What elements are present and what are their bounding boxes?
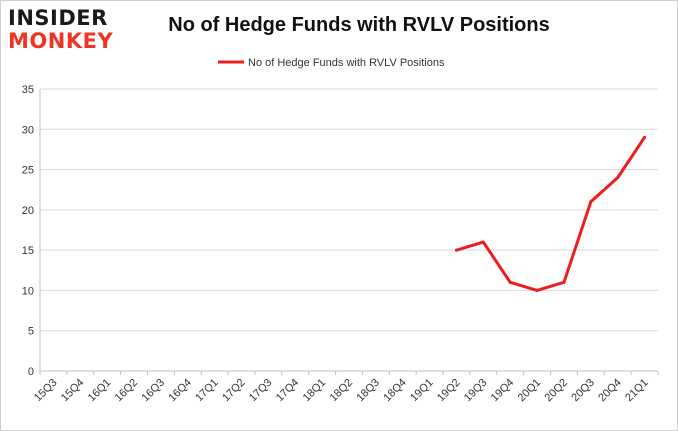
x-tick-label: 16Q2 (113, 377, 141, 405)
x-tick-label: 19Q4 (489, 377, 517, 405)
x-tick-label: 15Q4 (59, 377, 87, 405)
x-tick-label: 18Q2 (328, 377, 356, 405)
x-tick-label: 18Q1 (301, 377, 329, 405)
x-tick-label: 17Q2 (220, 377, 248, 405)
chart-title: No of Hedge Funds with RVLV Positions (168, 14, 550, 36)
logo-line-2: MONKEY (8, 29, 114, 53)
y-tick-label: 5 (28, 326, 34, 338)
x-tick-label: 17Q4 (274, 377, 302, 405)
data-point (589, 200, 593, 204)
x-tick-label: 17Q3 (247, 377, 275, 405)
insider-monkey-logo: INSIDER MONKEY (8, 6, 126, 56)
data-point (643, 135, 647, 139)
x-tick-label: 18Q3 (354, 377, 382, 405)
x-tick-label: 20Q4 (596, 377, 624, 405)
y-tick-label: 20 (22, 205, 34, 217)
x-tick-label: 19Q1 (408, 377, 436, 405)
x-tick-label: 19Q3 (462, 377, 490, 405)
x-tick-label: 16Q3 (140, 377, 168, 405)
y-tick-label: 30 (22, 124, 34, 136)
x-tick-label: 17Q1 (193, 377, 221, 405)
x-tick-label: 21Q1 (623, 377, 651, 405)
y-tick-label: 0 (28, 366, 34, 378)
data-point (481, 240, 485, 244)
x-tick-label: 18Q4 (381, 377, 409, 405)
x-tick-label: 19Q2 (435, 377, 463, 405)
series-line (454, 135, 647, 292)
data-point (508, 280, 512, 284)
y-tick-label: 35 (22, 84, 34, 96)
data-point (535, 288, 539, 292)
data-point (454, 248, 458, 252)
x-tick-label: 20Q3 (569, 377, 597, 405)
logo-line-1: INSIDER (8, 6, 108, 30)
x-tick-label: 16Q1 (86, 377, 114, 405)
data-point (616, 176, 620, 180)
x-tick-label: 20Q2 (543, 377, 571, 405)
y-tick-label: 15 (22, 245, 34, 257)
legend-label: No of Hedge Funds with RVLV Positions (248, 57, 445, 69)
x-tick-label: 20Q1 (516, 377, 544, 405)
data-point (562, 280, 566, 284)
x-tick-label: 15Q3 (32, 377, 60, 405)
y-tick-label: 10 (22, 285, 34, 297)
y-tick-label: 25 (22, 165, 34, 177)
x-tick-label: 16Q4 (166, 377, 194, 405)
